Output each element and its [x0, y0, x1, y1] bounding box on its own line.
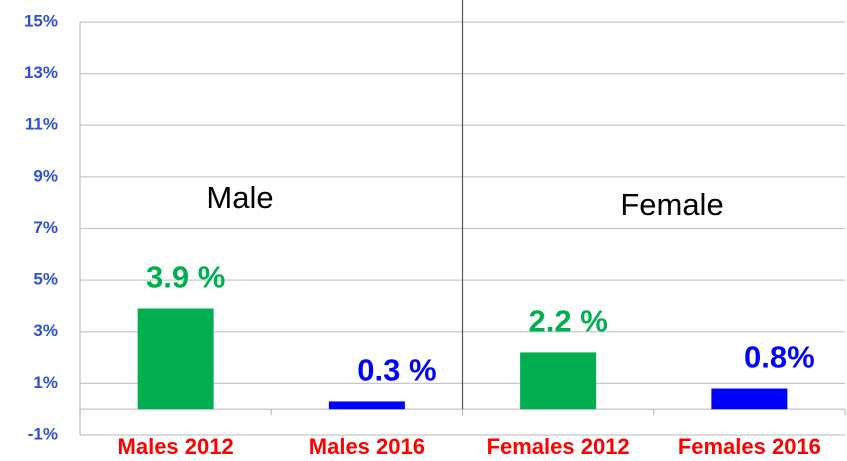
x-tick-label: Females 2012: [487, 434, 630, 459]
bar: [520, 352, 597, 410]
value-label: 0.3 %: [357, 353, 436, 388]
annotation: Female: [620, 187, 723, 222]
y-tick-label: 5%: [33, 270, 58, 289]
annotation: Male: [206, 180, 273, 215]
x-tick-label: Males 2012: [118, 434, 234, 459]
y-tick-label: 7%: [33, 218, 58, 237]
bar: [328, 401, 405, 410]
value-label: 3.9 %: [146, 260, 225, 295]
y-tick-label: 15%: [24, 11, 58, 30]
x-tick-label: Females 2016: [678, 434, 821, 459]
y-tick-label: 3%: [33, 321, 58, 340]
bar: [137, 308, 214, 410]
y-tick-label: 9%: [33, 166, 58, 185]
y-tick-label: 11%: [25, 115, 58, 134]
x-tick-label: Males 2016: [309, 434, 425, 459]
value-label: 0.8%: [744, 340, 815, 375]
y-tick-label: 1%: [33, 373, 58, 392]
y-tick-label: -1%: [28, 424, 58, 443]
value-label: 2.2 %: [528, 304, 607, 339]
bar: [711, 388, 788, 410]
y-tick-label: 13%: [24, 63, 58, 82]
